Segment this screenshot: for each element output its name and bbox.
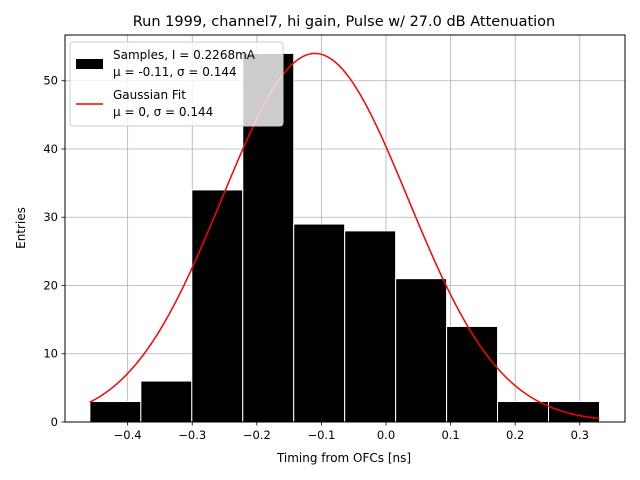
gaussian-fit-curve bbox=[89, 52, 600, 420]
legend: Samples, I = 0.2268mA μ = -0.11, σ = 0.1… bbox=[69, 41, 284, 127]
x-axis-ticks: −0.4 −0.3 −0.2 −0.1 0.0 0.1 0.2 0.3 bbox=[114, 422, 589, 442]
histogram-bar bbox=[344, 230, 397, 423]
x-tick-label: −0.1 bbox=[307, 428, 335, 442]
x-tick-label: 0.2 bbox=[506, 428, 524, 442]
histogram-bar bbox=[395, 278, 448, 423]
histogram-bar bbox=[89, 401, 142, 423]
legend-samples-label: Samples, I = 0.2268mA bbox=[113, 48, 256, 62]
legend-samples-stats: μ = -0.11, σ = 0.144 bbox=[113, 65, 237, 79]
y-axis-ticks: 0 10 20 30 40 50 bbox=[43, 74, 65, 429]
histogram-bar bbox=[497, 401, 550, 423]
legend-fit-label: Gaussian Fit bbox=[113, 88, 186, 102]
x-tick-label: −0.2 bbox=[243, 428, 271, 442]
histogram-bar bbox=[191, 189, 244, 423]
x-tick-label: −0.3 bbox=[178, 428, 206, 442]
y-tick-label: 0 bbox=[51, 415, 58, 429]
y-tick-label: 20 bbox=[43, 278, 58, 292]
x-tick-label: 0.3 bbox=[571, 428, 589, 442]
x-tick-label: 0.1 bbox=[441, 428, 459, 442]
legend-box bbox=[69, 41, 284, 127]
histogram-bar bbox=[140, 380, 193, 423]
y-tick-label: 10 bbox=[43, 347, 58, 361]
legend-samples-swatch bbox=[76, 59, 103, 69]
x-tick-label: −0.4 bbox=[114, 428, 142, 442]
y-tick-label: 40 bbox=[43, 142, 58, 156]
y-tick-label: 30 bbox=[43, 210, 58, 224]
histogram-bar bbox=[548, 401, 600, 423]
histogram-bar bbox=[446, 325, 499, 423]
plot-frame bbox=[64, 34, 626, 423]
x-axis-label: Timing from OFCs [ns] bbox=[276, 451, 411, 465]
y-axis-label: Entries bbox=[14, 207, 28, 249]
legend-fit-stats: μ = 0, σ = 0.144 bbox=[113, 105, 213, 119]
gaussian-fit bbox=[89, 52, 600, 420]
chart-title: Run 1999, channel7, hi gain, Pulse w/ 27… bbox=[133, 14, 556, 30]
histogram-bar bbox=[293, 223, 346, 423]
x-tick-label: 0.0 bbox=[377, 428, 395, 442]
y-tick-label: 50 bbox=[43, 74, 58, 88]
